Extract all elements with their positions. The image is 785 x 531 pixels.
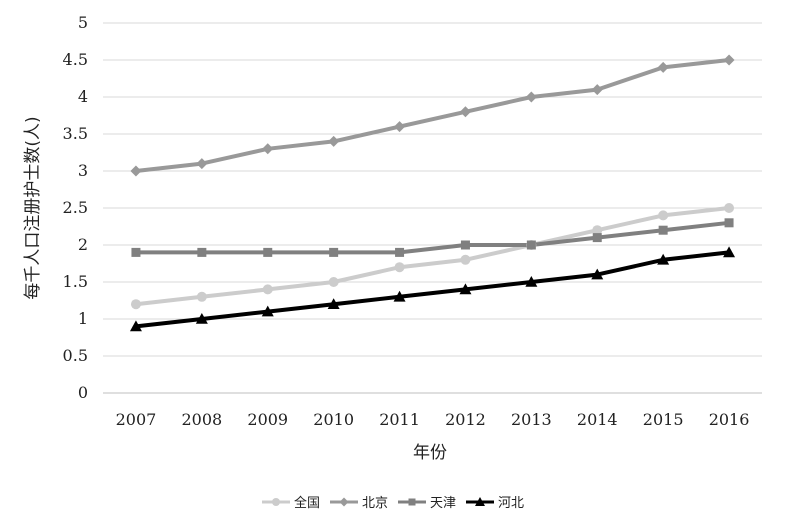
legend-label: 全国 <box>294 495 320 511</box>
data-point <box>131 247 141 257</box>
data-point <box>657 253 670 265</box>
data-point <box>329 247 339 257</box>
data-point <box>130 299 141 310</box>
data-point <box>263 247 273 257</box>
data-point <box>657 61 669 73</box>
series-line-1 <box>133 58 732 173</box>
x-tick-label: 2010 <box>313 410 354 429</box>
data-point <box>658 225 668 235</box>
y-axis-title: 每千人口注册护士数(人) <box>23 116 43 299</box>
legend-marker <box>272 498 280 506</box>
data-point <box>459 283 472 295</box>
data-point <box>591 84 603 96</box>
data-point <box>393 290 406 302</box>
legend-label: 天津 <box>430 496 456 511</box>
legend-item: 全国 <box>262 495 320 511</box>
data-point <box>658 210 669 221</box>
data-point <box>328 135 340 147</box>
data-point <box>459 106 471 118</box>
data-point <box>395 247 405 257</box>
data-point <box>196 291 207 302</box>
legend-item: 天津 <box>398 496 456 511</box>
series-markers <box>129 54 736 332</box>
data-point <box>394 262 405 273</box>
data-point <box>195 313 208 324</box>
data-point <box>196 158 208 170</box>
data-point <box>129 320 142 332</box>
data-point <box>394 121 406 133</box>
y-tick-label: 3 <box>78 161 88 180</box>
y-tick-label: 3.5 <box>63 124 88 143</box>
y-tick-label: 4.5 <box>63 50 88 69</box>
data-point <box>723 54 735 66</box>
data-point <box>328 277 339 287</box>
x-tick-label: 2013 <box>511 410 552 429</box>
y-tick-label: 0.5 <box>63 346 88 365</box>
data-point <box>460 240 470 250</box>
x-tick-label: 2008 <box>181 410 222 429</box>
series-lines <box>133 58 732 329</box>
x-axis-title: 年份 <box>413 443 447 463</box>
y-tick-labels: 0 0.5 1 1.5 2 2.5 3 3.5 4 4.5 5 <box>63 13 88 402</box>
y-tick-label: 2.5 <box>63 198 88 217</box>
grid-lines <box>103 22 762 357</box>
y-tick-label: 1 <box>78 309 88 328</box>
legend-label: 河北 <box>498 496 524 511</box>
data-point <box>261 305 274 317</box>
data-point <box>724 218 734 228</box>
x-tick-label: 2015 <box>643 410 684 429</box>
legend-marker <box>408 498 416 506</box>
data-point <box>592 233 602 243</box>
data-point <box>327 298 340 309</box>
legend-label: 北京 <box>362 496 388 511</box>
data-point <box>592 225 603 236</box>
data-point <box>460 254 471 265</box>
x-tick-label: 2014 <box>577 410 618 429</box>
y-tick-label: 0 <box>78 383 88 402</box>
y-tick-label: 4 <box>78 87 88 106</box>
series-line-3 <box>133 250 732 329</box>
legend: 全国 北京 天津 河北 <box>262 495 524 511</box>
data-point <box>723 246 736 258</box>
y-tick-label: 5 <box>78 13 88 32</box>
legend-item: 河北 <box>466 496 524 511</box>
series-line-2 <box>133 220 732 255</box>
legend-marker <box>339 497 349 507</box>
data-point <box>724 203 735 213</box>
x-tick-label: 2016 <box>709 410 750 429</box>
x-tick-label: 2012 <box>445 410 486 429</box>
x-tick-labels: 2007 2008 2009 2010 2011 2012 2013 2014 2015 2016 <box>116 410 750 429</box>
x-tick-label: 2007 <box>116 410 157 429</box>
y-tick-label: 1.5 <box>63 272 88 291</box>
data-point <box>130 165 142 177</box>
series-line-0 <box>133 206 732 307</box>
x-tick-label: 2009 <box>247 410 288 429</box>
data-point <box>262 284 273 295</box>
data-point <box>197 247 207 257</box>
data-point <box>591 268 604 280</box>
legend-item: 北京 <box>330 496 388 511</box>
y-tick-label: 2 <box>78 235 88 254</box>
data-point <box>525 91 537 103</box>
x-tick-label: 2011 <box>379 410 420 429</box>
data-point <box>526 240 536 250</box>
data-point <box>262 143 274 155</box>
legend-marker <box>475 497 485 506</box>
data-point <box>525 276 538 287</box>
